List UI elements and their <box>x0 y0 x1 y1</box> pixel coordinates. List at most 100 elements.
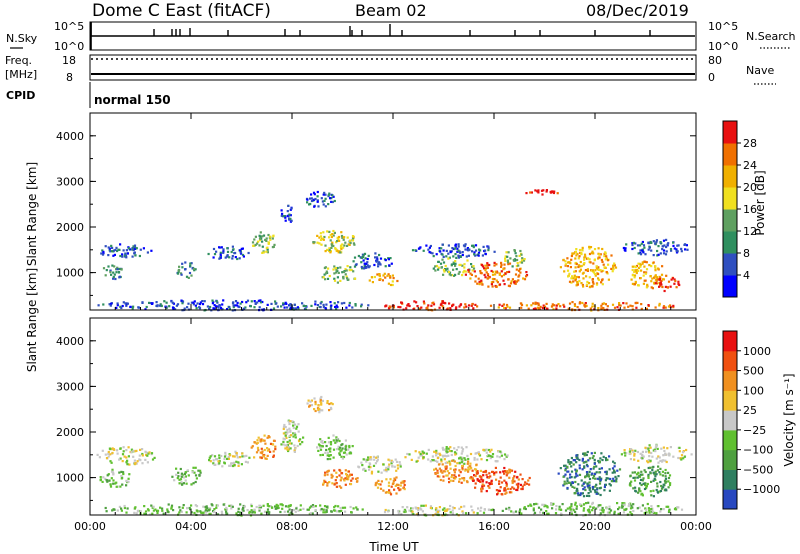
echo-cell <box>343 244 346 247</box>
echo-cell <box>545 190 548 193</box>
echo-cell <box>218 460 221 463</box>
echo-cell <box>508 491 511 494</box>
echo-cell <box>338 439 341 443</box>
echo-cell <box>361 267 364 270</box>
echo-cell <box>106 480 109 483</box>
echo-cell <box>667 505 670 508</box>
echo-cell <box>606 305 609 308</box>
echo-cell <box>491 277 494 281</box>
echo-cell <box>485 490 488 493</box>
echo-cell <box>451 304 454 308</box>
echo-cell <box>296 444 299 448</box>
echo-cell <box>290 219 293 222</box>
echo-cell <box>244 460 247 463</box>
echo-cell <box>664 253 668 256</box>
echo-cell <box>634 266 637 269</box>
echo-cell <box>608 489 611 492</box>
echo-cell <box>419 246 422 249</box>
echo-cell <box>546 512 549 515</box>
echo-cell <box>583 258 586 261</box>
echo-cell <box>224 508 227 511</box>
echo-cell <box>645 286 648 289</box>
echo-cell <box>115 271 118 274</box>
echo-cell <box>506 305 509 308</box>
echo-cell <box>664 452 667 455</box>
echo-cell <box>313 193 316 196</box>
echo-cell <box>293 444 296 447</box>
echo-cell <box>500 261 503 264</box>
echo-cell <box>374 484 377 487</box>
echo-cell <box>582 509 585 512</box>
echo-cell <box>115 481 118 484</box>
echo-cell <box>588 509 591 512</box>
echo-cell <box>105 510 108 513</box>
echo-cell <box>466 462 469 465</box>
echo-cell <box>190 301 193 304</box>
echo-cell <box>208 456 211 459</box>
echo-cell <box>105 457 109 460</box>
echo-cell <box>435 253 438 256</box>
echo-cell <box>307 508 310 511</box>
echo-cell <box>557 472 560 475</box>
echo-cell <box>598 487 602 490</box>
echo-cell <box>372 464 376 467</box>
echo-cell <box>660 487 664 490</box>
echo-cell <box>322 303 325 306</box>
echo-cell <box>440 458 443 461</box>
echo-cell <box>544 504 547 507</box>
echo-cell <box>577 494 580 497</box>
echo-cell <box>535 302 538 305</box>
echo-cell <box>289 434 293 437</box>
echo-cell <box>326 277 330 280</box>
echo-cell <box>281 212 284 215</box>
echo-cell <box>179 272 183 275</box>
echo-cell <box>321 445 324 448</box>
echo-cell <box>319 446 322 449</box>
echo-cell <box>323 273 326 276</box>
echo-cell <box>647 507 650 510</box>
echo-cell <box>388 463 391 466</box>
echo-cell <box>521 257 524 260</box>
echo-cell <box>125 456 128 459</box>
echo-cell <box>282 443 285 446</box>
echo-cell <box>675 249 678 253</box>
echo-cell <box>568 272 571 275</box>
echo-cell <box>572 463 575 466</box>
echo-cell <box>302 507 305 510</box>
echo-cell <box>208 512 211 515</box>
nsky-left-tick-bottom: 10^0 <box>54 40 84 53</box>
echo-cell <box>342 270 345 273</box>
echo-cell <box>231 302 235 305</box>
echo-cell <box>576 280 579 284</box>
echo-cell <box>383 469 386 472</box>
echo-cell <box>585 502 588 505</box>
echo-cell <box>376 460 379 463</box>
echo-cell <box>496 493 499 496</box>
echo-region <box>352 252 393 270</box>
echo-cell <box>633 246 636 250</box>
echo-cell <box>510 280 513 283</box>
echo-cell <box>187 276 190 279</box>
echo-cell <box>415 507 418 510</box>
echo-cell <box>185 482 188 485</box>
echo-cell <box>578 279 581 283</box>
echo-cell <box>112 275 115 279</box>
echo-cell <box>304 308 308 311</box>
echo-cell <box>658 302 661 305</box>
echo-cell <box>286 210 289 213</box>
echo-cell <box>589 246 593 249</box>
echo-cell <box>127 480 130 483</box>
echo-cell <box>226 247 229 250</box>
echo-cell <box>469 277 472 280</box>
echo-cell <box>373 458 376 461</box>
echo-cell <box>459 303 463 306</box>
echo-region <box>305 190 336 208</box>
echo-cell <box>429 506 432 509</box>
echo-cell <box>306 201 309 204</box>
echo-cell <box>474 303 477 306</box>
echo-cell <box>505 491 508 494</box>
echo-cell <box>673 278 676 281</box>
echo-cell <box>537 506 541 509</box>
echo-cell <box>287 448 290 451</box>
echo-cell <box>438 247 441 250</box>
